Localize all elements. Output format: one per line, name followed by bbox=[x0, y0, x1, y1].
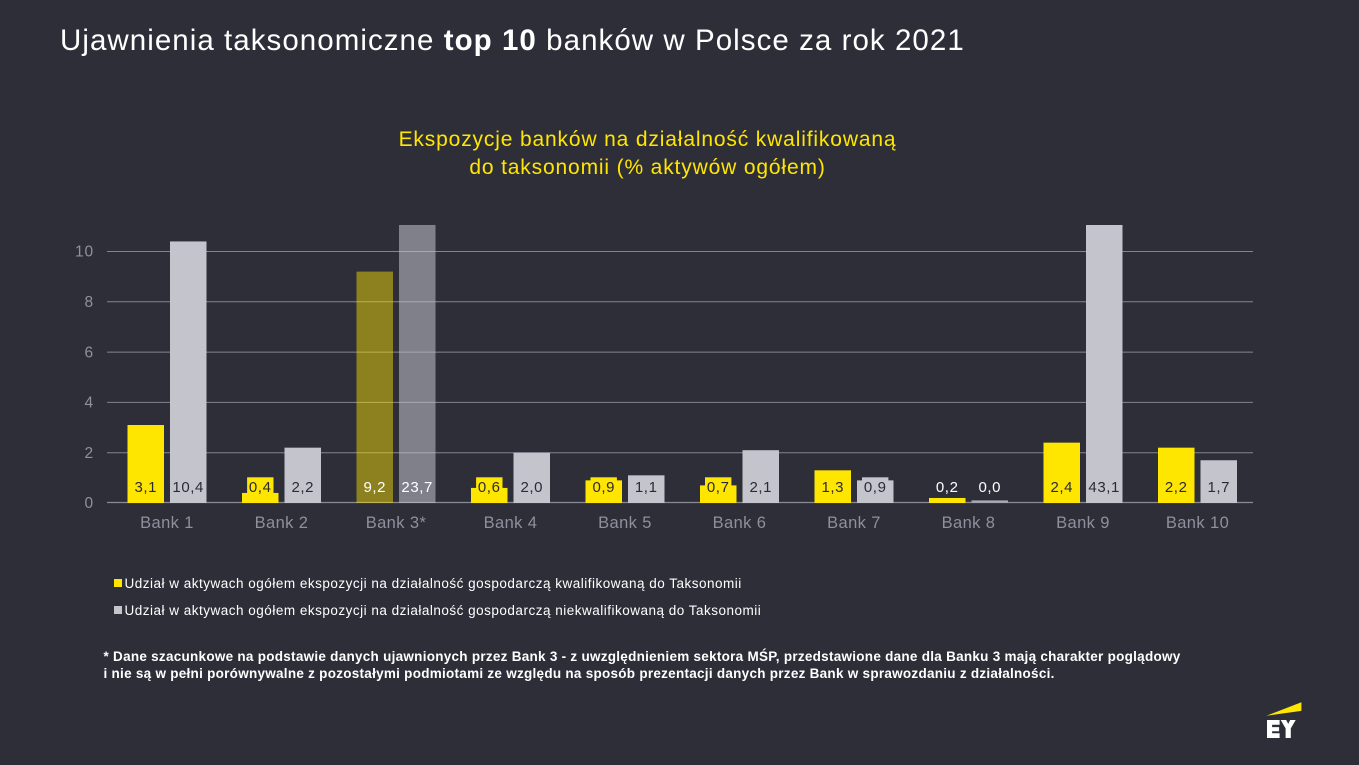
svg-text:Bank 4: Bank 4 bbox=[484, 514, 538, 532]
svg-text:6: 6 bbox=[84, 344, 94, 361]
svg-text:2,0: 2,0 bbox=[520, 479, 543, 496]
svg-text:0,9: 0,9 bbox=[864, 479, 887, 496]
svg-text:8: 8 bbox=[84, 294, 94, 311]
svg-text:10,4: 10,4 bbox=[172, 479, 204, 496]
svg-text:3,1: 3,1 bbox=[134, 479, 157, 496]
svg-text:Bank 1: Bank 1 bbox=[140, 514, 194, 532]
svg-text:9,2: 9,2 bbox=[363, 479, 386, 496]
svg-text:0,7: 0,7 bbox=[707, 479, 730, 496]
svg-text:2: 2 bbox=[84, 445, 94, 462]
svg-text:Bank 10: Bank 10 bbox=[1166, 514, 1229, 532]
svg-text:0: 0 bbox=[84, 495, 94, 512]
svg-text:Bank 8: Bank 8 bbox=[942, 514, 996, 532]
svg-text:0,2: 0,2 bbox=[936, 479, 959, 496]
svg-text:0,6: 0,6 bbox=[478, 479, 501, 496]
svg-text:43,1: 43,1 bbox=[1088, 479, 1120, 496]
svg-text:1,7: 1,7 bbox=[1207, 479, 1230, 496]
svg-text:23,7: 23,7 bbox=[401, 479, 433, 496]
svg-text:2,2: 2,2 bbox=[1165, 479, 1188, 496]
svg-text:0,9: 0,9 bbox=[592, 479, 615, 496]
svg-text:4: 4 bbox=[84, 395, 94, 412]
svg-text:2,4: 2,4 bbox=[1050, 479, 1073, 496]
svg-text:Bank 6: Bank 6 bbox=[713, 514, 767, 532]
svg-text:0,0: 0,0 bbox=[978, 479, 1001, 496]
svg-text:0,4: 0,4 bbox=[249, 479, 272, 496]
svg-text:10: 10 bbox=[75, 244, 94, 261]
svg-text:1,3: 1,3 bbox=[821, 479, 844, 496]
svg-text:1,1: 1,1 bbox=[635, 479, 658, 496]
svg-text:2,1: 2,1 bbox=[749, 479, 772, 496]
svg-text:Bank 9: Bank 9 bbox=[1056, 514, 1110, 532]
svg-text:Bank 7: Bank 7 bbox=[827, 514, 881, 532]
svg-text:Bank 2: Bank 2 bbox=[255, 514, 309, 532]
svg-text:2,2: 2,2 bbox=[291, 479, 314, 496]
svg-text:Bank 3*: Bank 3* bbox=[366, 514, 427, 532]
svg-text:Bank 5: Bank 5 bbox=[598, 514, 652, 532]
